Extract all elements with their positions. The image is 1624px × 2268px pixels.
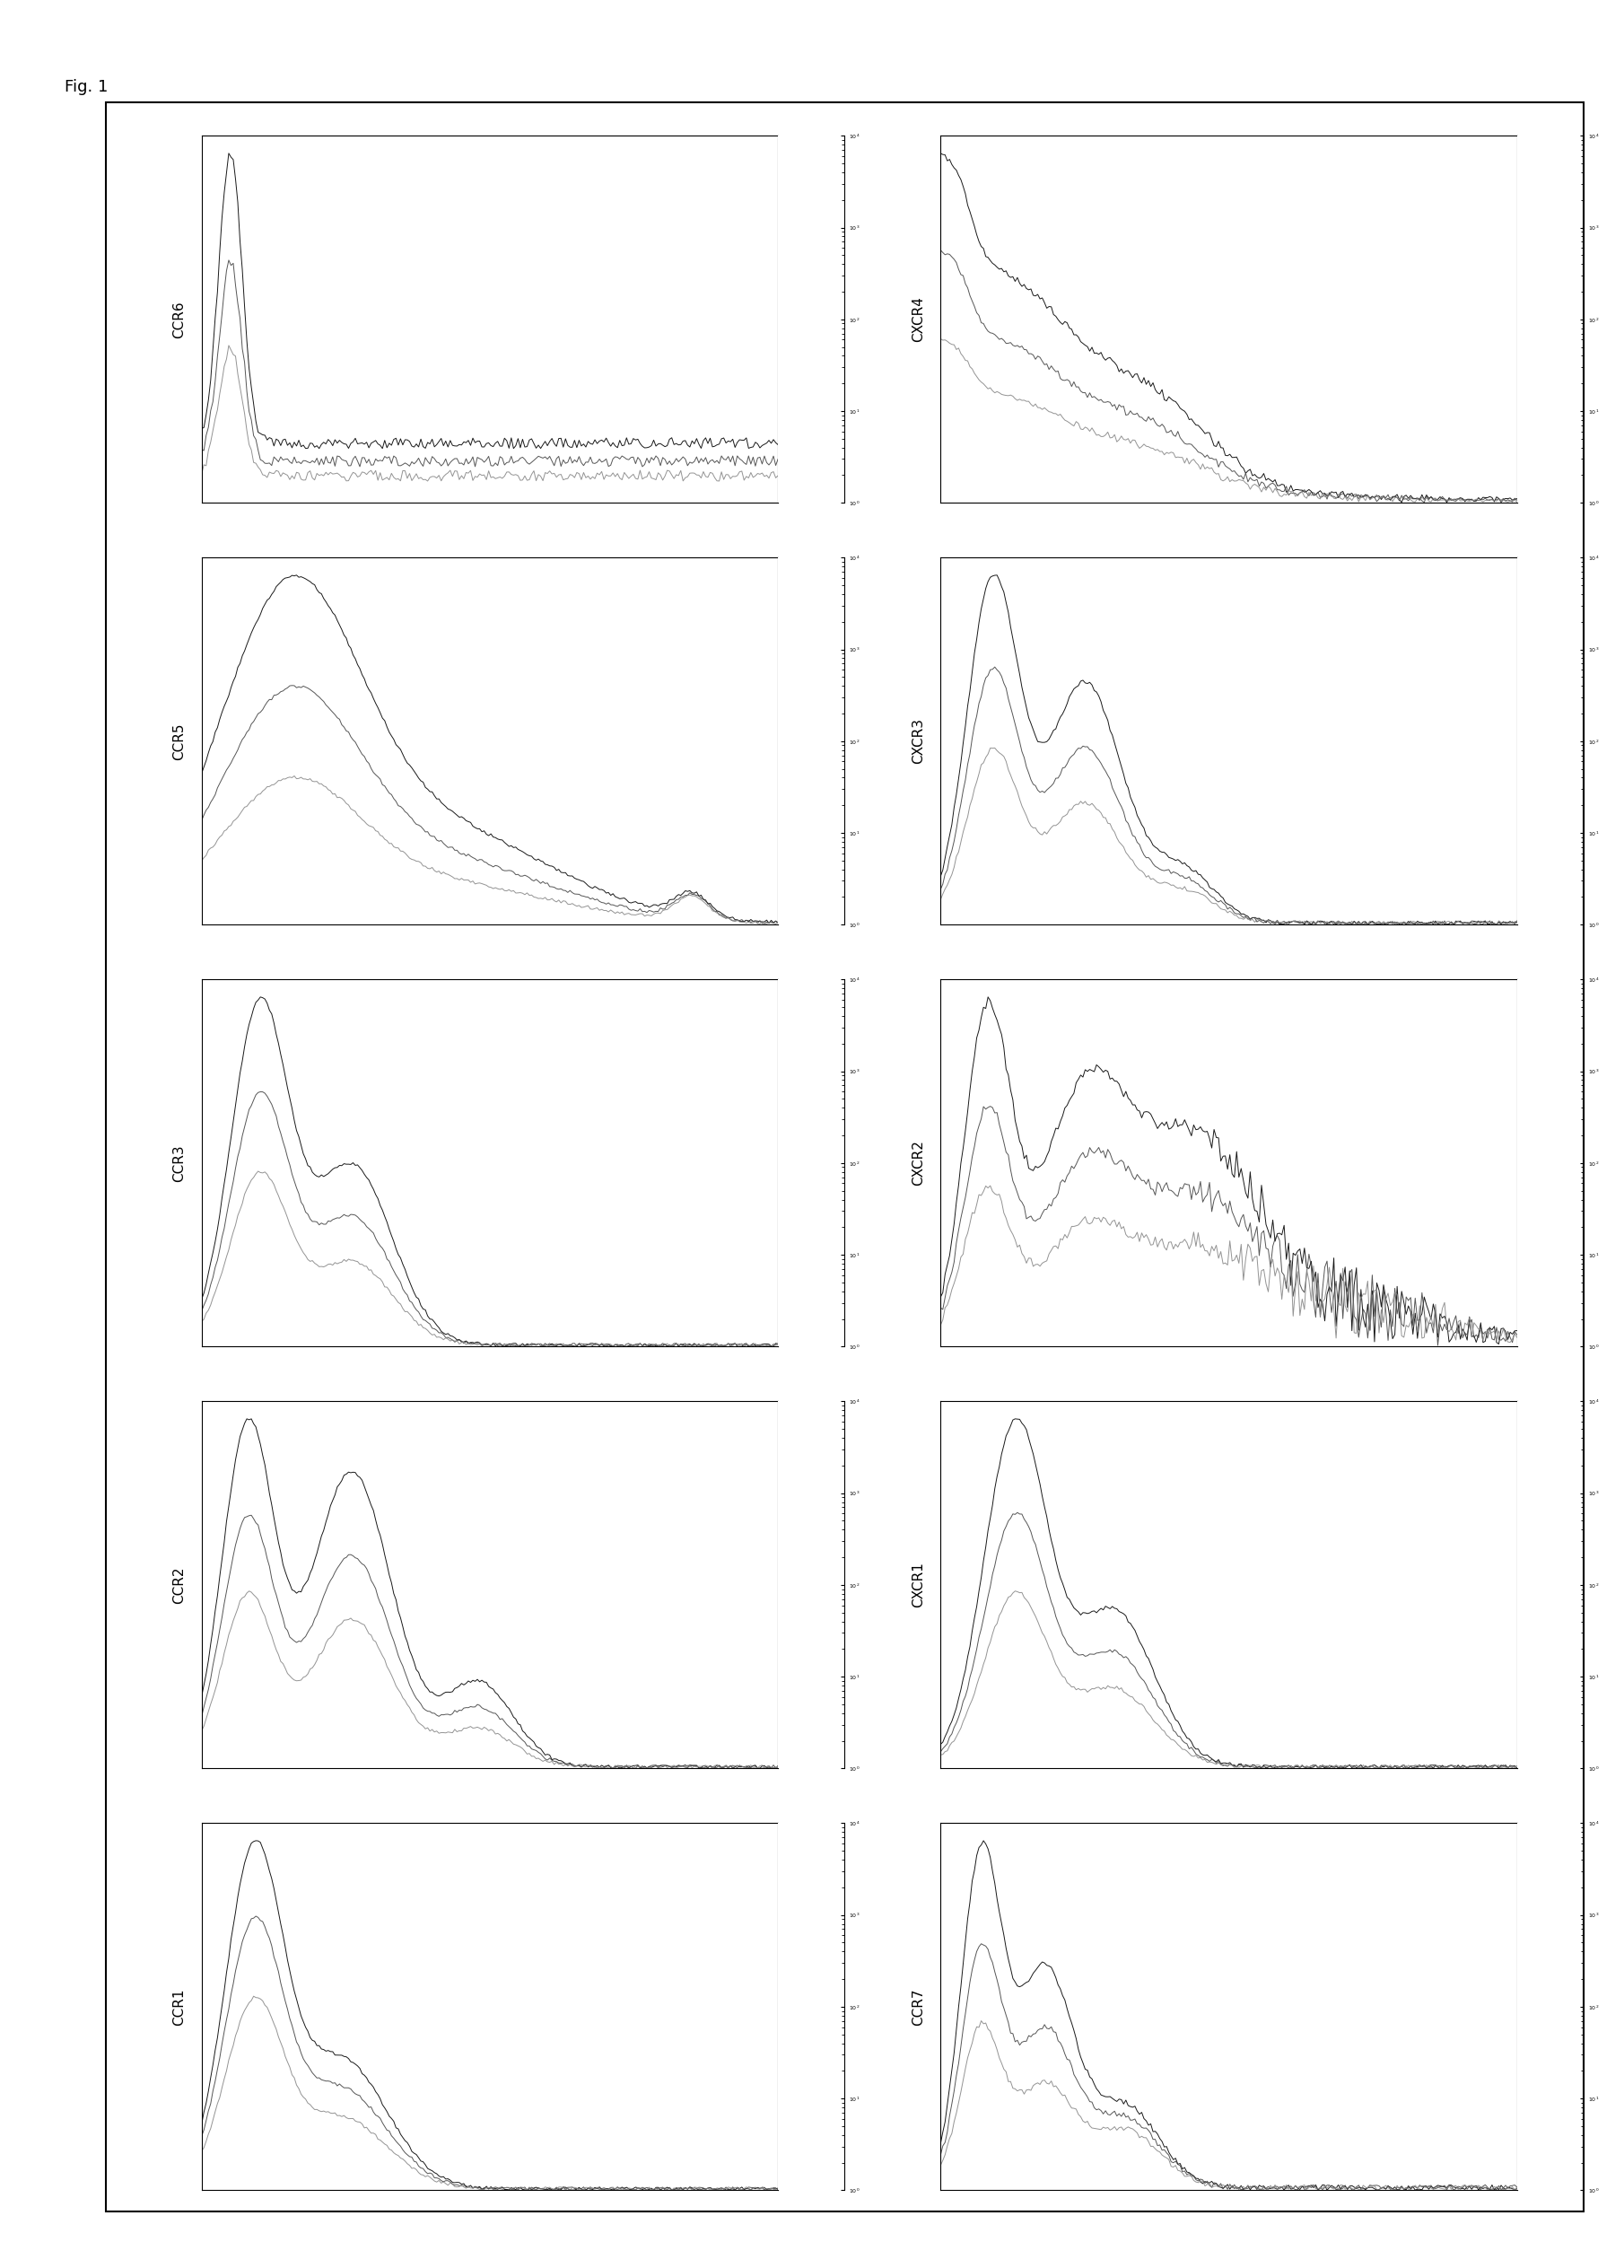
- Text: CCR1: CCR1: [172, 1989, 187, 2025]
- Text: CCR2: CCR2: [172, 1567, 187, 1603]
- Text: CCR5: CCR5: [172, 723, 187, 760]
- Text: CXCR3: CXCR3: [911, 719, 926, 764]
- Text: CXCR1: CXCR1: [911, 1563, 926, 1608]
- Text: CCR6: CCR6: [172, 302, 187, 338]
- Text: CCR7: CCR7: [911, 1989, 926, 2025]
- Text: CXCR2: CXCR2: [911, 1141, 926, 1186]
- Text: CCR3: CCR3: [172, 1145, 187, 1182]
- Text: CXCR4: CXCR4: [911, 297, 926, 342]
- Text: Fig. 1: Fig. 1: [65, 79, 109, 95]
